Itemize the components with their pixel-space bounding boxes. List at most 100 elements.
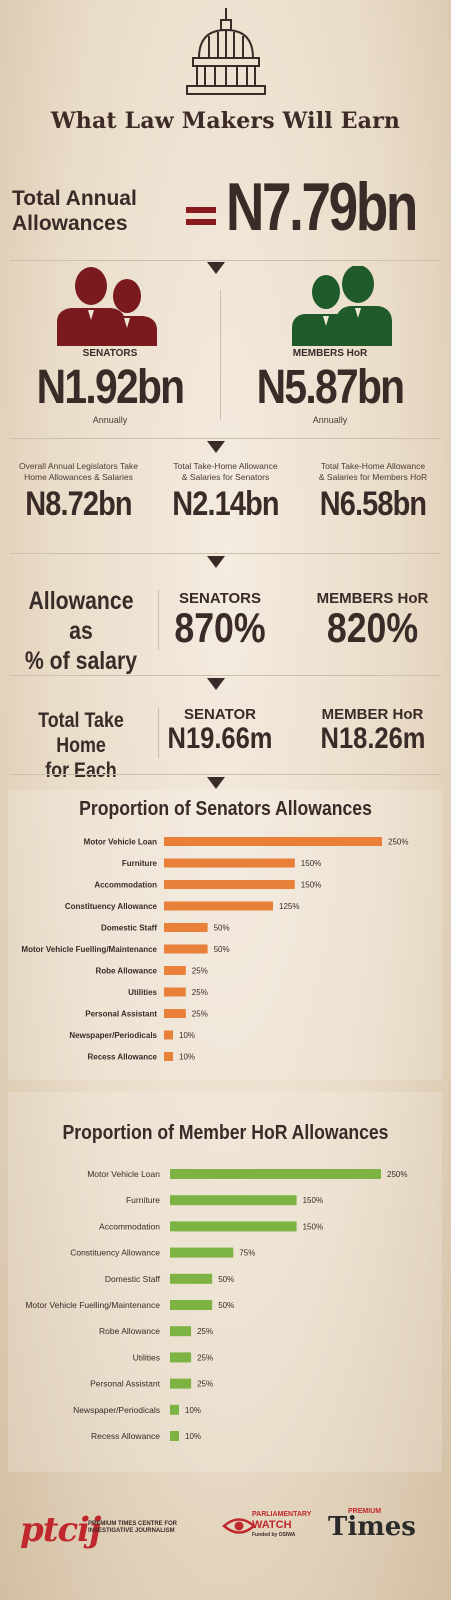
- category-label: Furniture: [126, 1195, 160, 1205]
- members-chart-panel: [8, 1092, 442, 1472]
- data-label: 25%: [197, 1380, 213, 1389]
- data-label: 50%: [214, 945, 230, 954]
- data-label: 50%: [218, 1301, 234, 1310]
- total-label-line2: Allowances: [12, 212, 128, 235]
- takehome-member-head: MEMBER HoR: [321, 706, 424, 723]
- category-label: Domestic Staff: [101, 924, 157, 933]
- category-label: Motor Vehicle Loan: [87, 1169, 160, 1179]
- stat-value-senators: N2.14bn: [172, 485, 279, 523]
- bar: [164, 966, 186, 975]
- premium-times-logo: Times: [328, 1512, 416, 1542]
- takehome-member-value: N18.26m: [320, 722, 426, 755]
- divider-vertical: [158, 590, 159, 650]
- pct-senators-head: SENATORS: [179, 590, 261, 607]
- divider: [10, 675, 441, 676]
- data-label: 25%: [197, 1353, 213, 1362]
- section-label-line: % of salary: [24, 647, 138, 675]
- category-label: Utilities: [133, 1352, 160, 1362]
- bar: [164, 944, 208, 954]
- category-label: Furniture: [122, 859, 158, 868]
- bar: [170, 1300, 213, 1310]
- bar: [164, 1009, 186, 1018]
- divider: [10, 438, 441, 439]
- data-label: 150%: [303, 1196, 323, 1205]
- pw-line: WATCH: [252, 1519, 292, 1531]
- stat-label-senators: Total Take-Home Allowance & Salaries for…: [153, 461, 298, 483]
- category-label: Recess Allowance: [91, 1431, 160, 1441]
- data-label: 25%: [192, 967, 208, 976]
- category-label: Motor Vehicle Fuelling/Maintenance: [25, 1300, 160, 1310]
- stat-label-line: Total Take-Home Allowance: [173, 461, 278, 471]
- data-label: 10%: [185, 1432, 201, 1441]
- takehome-senator-head: SENATOR: [184, 706, 256, 723]
- bar: [170, 1273, 213, 1284]
- bar: [164, 1052, 173, 1061]
- ptcij-logo-text: PREMIUM TIMES CENTRE FOR INVESTIGATIVE J…: [88, 1521, 177, 1535]
- data-label: 50%: [218, 1275, 234, 1284]
- senators-chart-title: Proportion of Senators Allowances: [79, 798, 372, 820]
- senators-value: N1.92bn: [36, 361, 186, 414]
- senators-people-icon: [57, 267, 157, 346]
- category-label: Domestic Staff: [105, 1274, 161, 1284]
- bar: [164, 837, 382, 846]
- members-note: Annually: [312, 415, 348, 425]
- ptcij-text-line: PREMIUM TIMES CENTRE FOR: [88, 1521, 178, 1527]
- stat-label-line: Total Take-Home Allowance: [320, 461, 426, 471]
- page-title: What Law Makers Will Earn: [50, 108, 401, 134]
- total-label-line1: Total Annual: [12, 187, 137, 210]
- pct-members-value: 820%: [326, 604, 419, 651]
- down-arrow-icon: [207, 777, 225, 789]
- section-label-line: Total Take Home: [38, 709, 124, 757]
- stat-label-line: Overall Annual Legislators Take: [19, 461, 138, 471]
- takehome-senator-value: N19.66m: [167, 722, 273, 755]
- equals-sign-top: [186, 207, 216, 213]
- members-value: N5.87bn: [256, 361, 406, 414]
- down-arrow-icon: [207, 678, 225, 690]
- data-label: 250%: [387, 1170, 407, 1179]
- category-label: Constituency Allowance: [65, 902, 158, 911]
- ptcij-logo: ptcij: [20, 1510, 101, 1550]
- category-label: Motor Vehicle Loan: [84, 838, 157, 847]
- senators-allowances-chart: Motor Vehicle Loan 250% Furniture 150% Accom…: [21, 837, 408, 1062]
- capitol-dome-icon: [186, 8, 266, 95]
- total-value: N7.79bn: [226, 169, 418, 245]
- stat-label-line: & Salaries for Senators: [181, 472, 270, 482]
- members-allowances-chart: Motor Vehicle Loan 250% Furniture 150% Accom…: [25, 1169, 407, 1441]
- members-label: MEMBERS HoR: [292, 348, 368, 359]
- bar: [164, 858, 295, 868]
- data-label: 150%: [301, 881, 321, 890]
- bar: [164, 923, 208, 932]
- section-label-line: for Each: [45, 759, 117, 782]
- data-label: 75%: [239, 1249, 255, 1258]
- divider-vertical: [220, 290, 221, 420]
- category-label: Constituency Allowance: [70, 1248, 160, 1258]
- stat-value-overall: N8.72bn: [25, 485, 132, 523]
- down-arrow-icon: [207, 441, 225, 453]
- bar: [170, 1378, 192, 1389]
- down-arrow-icon: [207, 556, 225, 568]
- bar: [164, 901, 273, 911]
- bar: [164, 1030, 173, 1040]
- data-label: 25%: [192, 1010, 208, 1019]
- senators-label: SENATORS: [82, 348, 138, 359]
- bar: [170, 1195, 297, 1206]
- data-label: 25%: [192, 988, 208, 997]
- stat-label-line: & Salaries for Members HoR: [318, 472, 428, 482]
- data-label: 125%: [279, 902, 299, 911]
- ptcij-text-line: INVESTIGATIVE JOURNALISM: [88, 1528, 175, 1534]
- pw-line: Funded by OSIWA: [252, 1532, 296, 1538]
- divider: [10, 774, 441, 775]
- bar: [164, 987, 186, 997]
- bar: [170, 1404, 179, 1415]
- divider: [10, 260, 441, 261]
- category-label: Robe Allowance: [96, 967, 158, 976]
- takehome-section-label: Total Take Home for Each: [17, 708, 145, 783]
- bar: [170, 1352, 192, 1363]
- bar: [170, 1431, 179, 1441]
- equals-sign-bottom: [186, 219, 216, 225]
- premium-times-small: PREMIUM: [348, 1508, 382, 1515]
- down-arrow-icon: [207, 262, 225, 274]
- pw-line: PARLIAMENTARY: [252, 1511, 312, 1518]
- category-label: Utilities: [128, 988, 157, 997]
- bar: [170, 1326, 192, 1337]
